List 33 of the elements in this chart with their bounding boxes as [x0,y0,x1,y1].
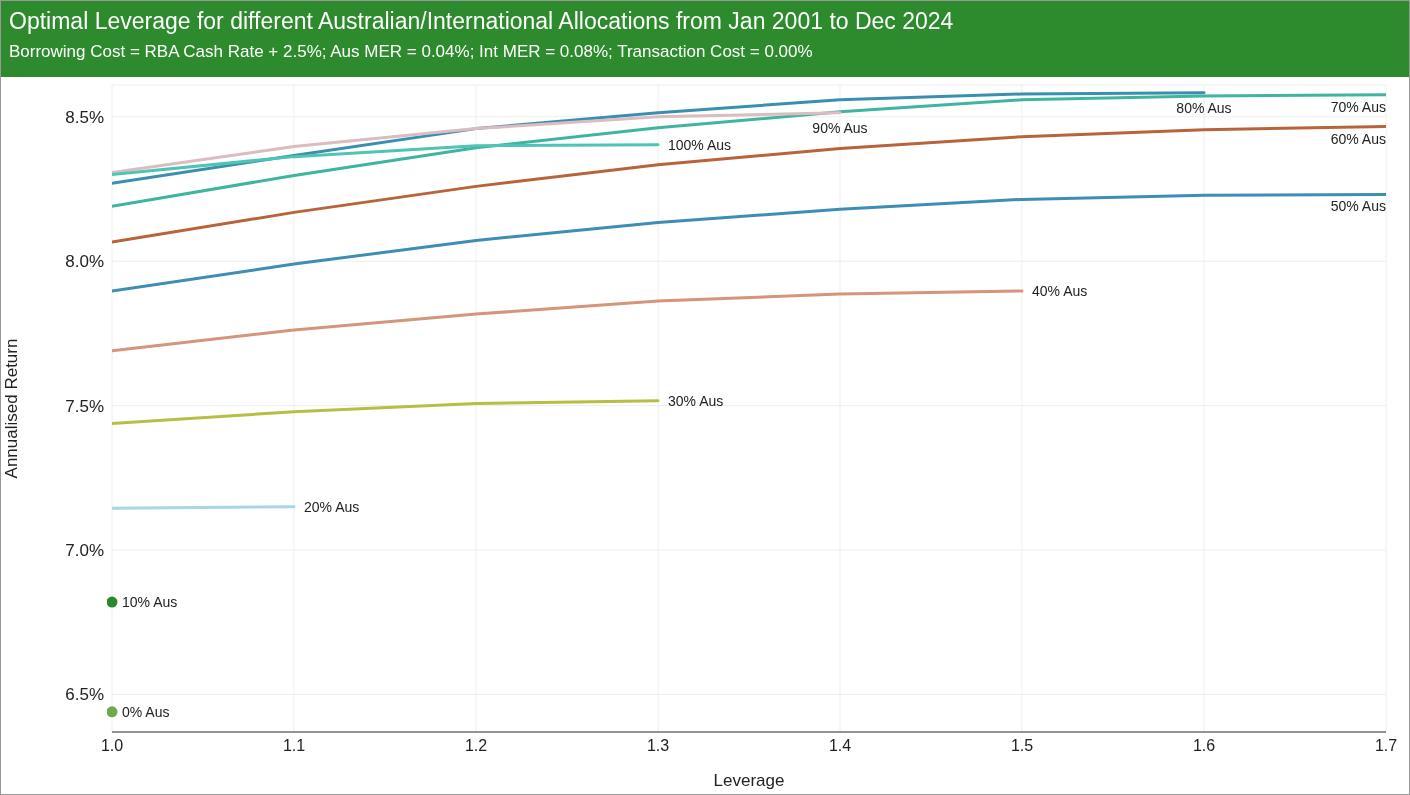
x-tick-label: 1.7 [1374,737,1398,755]
y-tick-label: 8.0% [65,252,104,272]
line-series [112,399,660,426]
series-label: 70% Aus [1330,98,1386,115]
y-tick-label: 7.0% [65,541,104,561]
x-axis-title: Leverage [713,771,785,790]
line-series [112,289,1024,353]
x-tick-label: 1.1 [282,737,306,755]
x-tick-label: 1.6 [1192,737,1216,755]
series-label: 90% Aus [812,119,868,136]
chart-title: Optimal Leverage for different Australian/International Allocations from Jan 2001 to Dec 2024 [9,7,955,36]
series-label: 80% Aus [1176,99,1232,116]
series-label: 60% Aus [1330,130,1386,147]
series-label: 50% Aus [1330,198,1386,215]
series-label: 0% Aus [122,703,170,720]
y-tick-label: 8.5% [65,107,104,127]
line-series [112,111,842,175]
x-tick-label: 1.4 [828,737,852,755]
line-series [112,125,1386,244]
x-tick-label: 1.3 [646,737,670,755]
series-label: 30% Aus [668,392,724,409]
y-tick-label: 7.5% [65,396,104,416]
series-label: 40% Aus [1032,282,1088,299]
line-series [112,143,660,177]
x-tick-label: 1.5 [1010,737,1034,755]
chart-subtitle: Borrowing Cost = RBA Cash Rate + 2.5%; Aus MER = 0.04%; Int MER = 0.08%; Transaction Cost = 0.00% [9,41,814,63]
y-axis-title: Annualised Return [2,338,22,479]
x-tick-label: 1.2 [464,737,488,755]
y-tick-label: 6.5% [65,685,104,705]
x-tick-label: 1.0 [100,737,124,755]
series-label: 20% Aus [304,498,360,515]
series-label: 10% Aus [122,594,178,611]
series-label: 100% Aus [668,136,732,153]
